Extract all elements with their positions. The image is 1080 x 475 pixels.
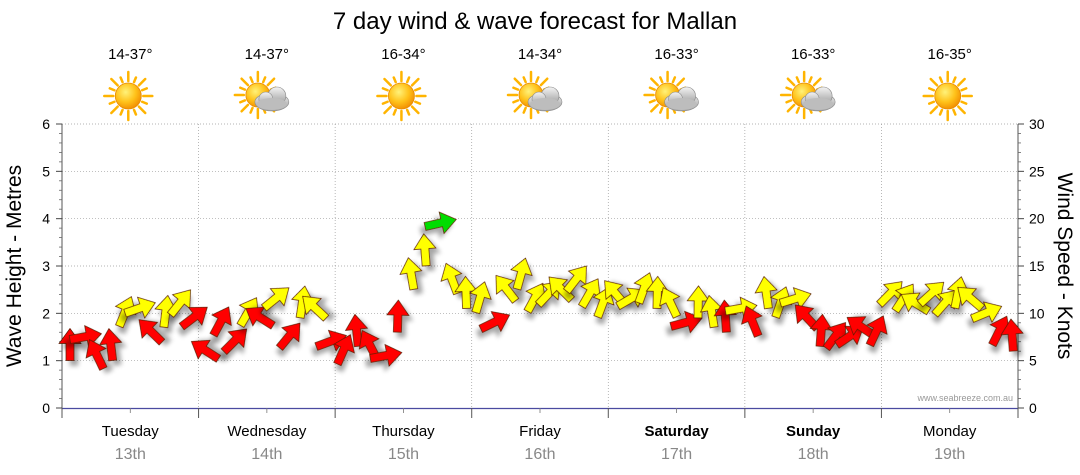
day-date-label: 17th [661, 446, 692, 463]
wind-arrow [123, 296, 156, 319]
left-tick-label: 0 [42, 400, 50, 416]
day-date-label: 18th [798, 446, 829, 463]
day-name-label: Friday [519, 423, 561, 440]
right-tick-label: 0 [1029, 400, 1037, 416]
day-date-label: 13th [115, 446, 146, 463]
wind-arrow [302, 295, 330, 322]
day-date-label: 14th [251, 446, 282, 463]
right-tick-label: 25 [1029, 163, 1045, 179]
wind-arrow [440, 262, 463, 296]
wind-arrow [754, 275, 778, 310]
wind-arrow [399, 257, 423, 291]
wind-arrow [276, 322, 301, 351]
wind-arrow [563, 265, 587, 295]
wind-arrow [423, 211, 457, 235]
left-tick-label: 3 [42, 258, 50, 274]
left-tick-label: 6 [42, 116, 50, 132]
axes [61, 124, 1019, 410]
wind-arrow [386, 299, 410, 333]
temperature-label: 16-35° [928, 46, 972, 63]
sun-icon [376, 70, 427, 122]
wind-arrow [510, 257, 533, 291]
day-name-label: Sunday [786, 423, 841, 440]
left-tick-label: 5 [42, 163, 50, 179]
day-name-label: Monday [923, 423, 977, 440]
wind-arrow [99, 328, 123, 362]
wind-arrow [495, 274, 520, 304]
right-tick-label: 20 [1029, 211, 1045, 227]
day-name-label: Thursday [372, 423, 435, 440]
left-tick-label: 2 [42, 305, 50, 321]
day-name-label: Tuesday [102, 423, 159, 440]
wind-arrow [916, 281, 945, 308]
sun-cloud-icon [779, 70, 836, 120]
wind-arrow [413, 233, 437, 267]
temperature-label: 16-34° [381, 46, 425, 63]
wind-arrow [741, 305, 763, 338]
right-tick-label: 10 [1029, 305, 1045, 321]
wind-arrow [190, 339, 222, 363]
wind-arrow [333, 334, 355, 367]
wind-arrow [344, 313, 369, 348]
chart-title: 7 day wind & wave forecast for Mallan [333, 8, 737, 35]
right-tick-label: 5 [1029, 353, 1037, 369]
temperature-label: 16-33° [791, 46, 835, 63]
wind-arrows [58, 211, 1024, 371]
day-date-label: 19th [934, 446, 965, 463]
left-tick-label: 4 [42, 211, 50, 227]
right-tick-label: 30 [1029, 116, 1045, 132]
wind-arrow [1000, 318, 1024, 352]
wind-arrow [900, 292, 932, 316]
wind-arrow [478, 311, 511, 333]
temperature-label: 14-34° [518, 46, 562, 63]
temperature-label: 14-37° [245, 46, 289, 63]
weather-row: 14-37° 14-37° 16-34° 14-34° 16-33° 16-33° 16-3… [103, 46, 973, 122]
sun-cloud-icon [643, 70, 699, 120]
right-axis-label: Wind Speed - Knots [1053, 173, 1076, 360]
wind-arrow [659, 287, 681, 319]
temperature-label: 16-33° [654, 46, 698, 63]
wind-arrow [957, 286, 986, 312]
wind-arrow [260, 287, 290, 312]
left-y-ticks: 0 1 2 3 4 5 6 [42, 116, 62, 416]
wind-arrow [469, 281, 492, 315]
sun-cloud-icon [506, 70, 563, 120]
wind-arrow [970, 301, 1003, 324]
wind-arrow [369, 343, 403, 367]
day-labels: Tuesday 13th Wednesday 14th Thursday 15th Frid… [61, 408, 1019, 463]
right-y-ticks: 0 5 10 15 20 25 30 [1018, 116, 1045, 416]
credit-text: www.seabreeze.com.au [916, 393, 1013, 403]
wind-arrow [209, 306, 232, 338]
day-name-label: Wednesday [227, 423, 306, 440]
sun-icon [922, 70, 973, 122]
wind-arrow [548, 276, 575, 303]
wind-arrow [138, 319, 166, 346]
day-date-label: 15th [388, 446, 419, 463]
wind-arrow [220, 328, 248, 355]
left-axis-label: Wave Height - Metres [3, 165, 26, 367]
temperature-label: 14-37° [108, 46, 152, 63]
day-date-label: 16th [524, 446, 555, 463]
sun-icon [103, 70, 154, 122]
wind-arrow [85, 339, 108, 371]
right-tick-label: 15 [1029, 258, 1045, 274]
day-name-label: Saturday [644, 423, 709, 440]
wind-arrow [834, 325, 864, 349]
wind-arrow [178, 306, 208, 331]
sun-cloud-icon [233, 70, 290, 120]
grid [62, 123, 1018, 408]
wind-arrow [865, 315, 888, 348]
left-tick-label: 1 [42, 353, 50, 369]
